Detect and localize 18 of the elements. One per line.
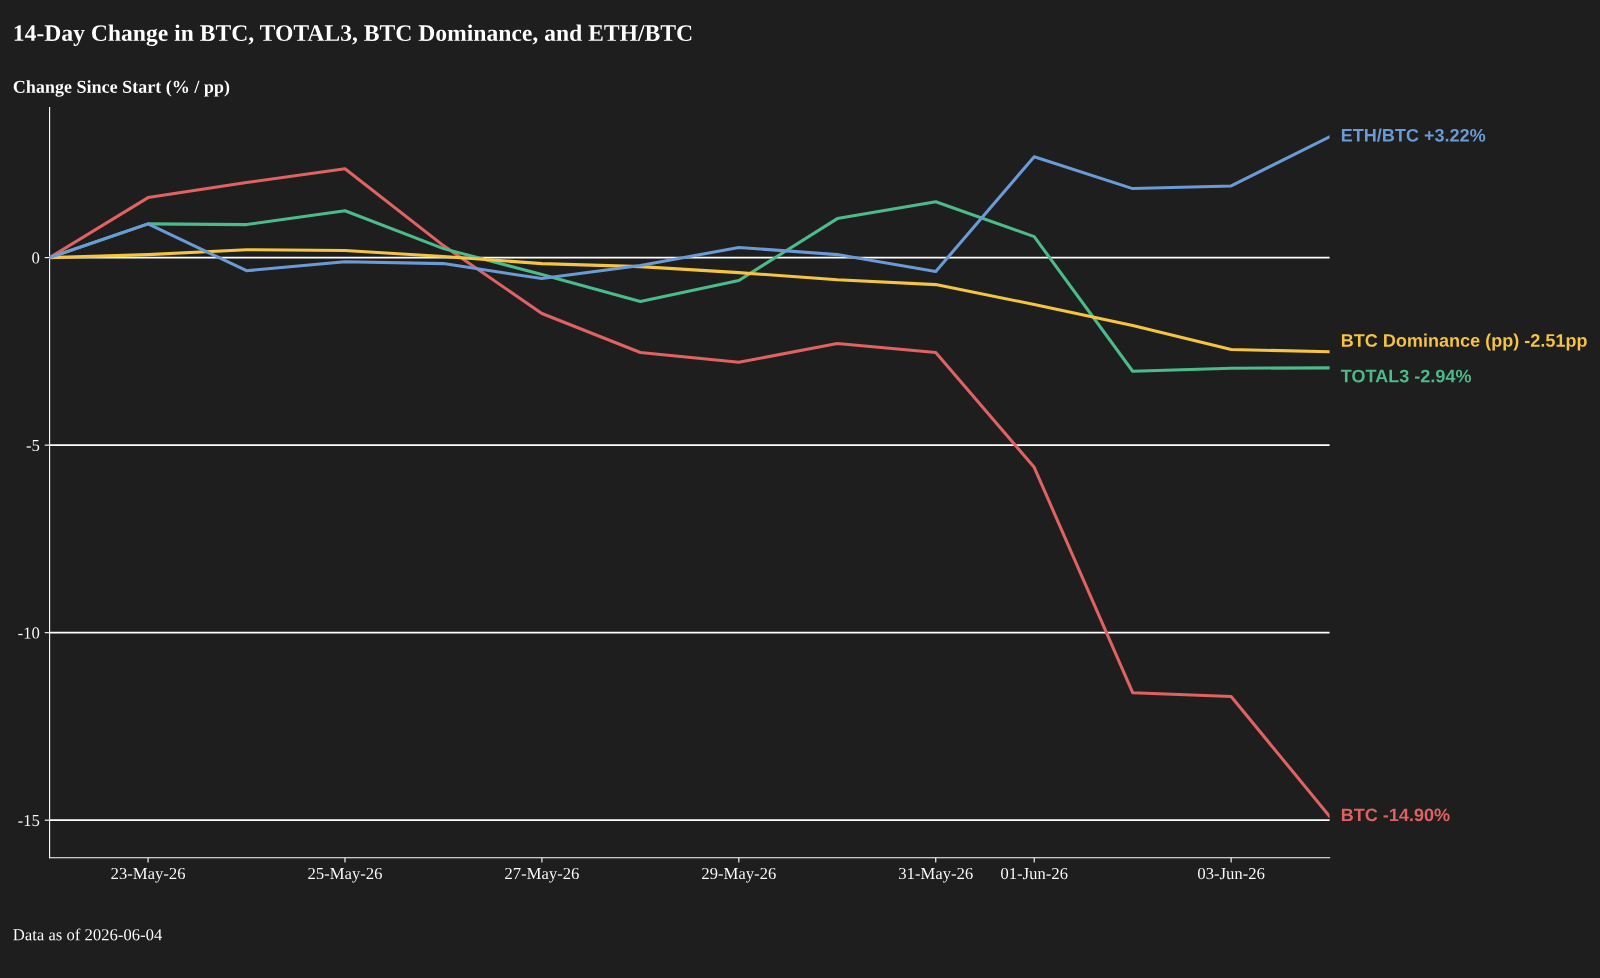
series-label: BTC -14.90% bbox=[1341, 808, 1450, 822]
x-tick-label: 25-May-26 bbox=[308, 867, 382, 883]
series-label: TOTAL3 -2.94% bbox=[1340, 369, 1472, 383]
series-label: ETH/BTC +3.22% bbox=[1341, 128, 1486, 142]
x-tick-label: 29-May-26 bbox=[702, 867, 776, 883]
chart-title: 14-Day Change in BTC, TOTAL3, BTC Dominance, and ETH/BTC bbox=[14, 24, 692, 47]
x-tick-label: 27-May-26 bbox=[505, 867, 579, 883]
y-tick-label: 0 bbox=[32, 252, 40, 264]
y-tick-label: -10 bbox=[18, 627, 40, 639]
x-tick-label: 23-May-26 bbox=[111, 867, 186, 883]
text: Data as of 2026-06-04 bbox=[13, 928, 163, 941]
y-axis-title: Change Since Start (% / pp) bbox=[13, 80, 230, 97]
y-tick-label: -5 bbox=[26, 440, 40, 452]
series-label: BTC Dominance (pp) -2.51pp bbox=[1341, 333, 1587, 351]
y-tick-label: -15 bbox=[18, 814, 40, 827]
x-tick-label: 01-Jun-26 bbox=[1001, 867, 1068, 880]
x-tick-label: 31-May-26 bbox=[899, 867, 973, 883]
x-tick-label: 03-Jun-26 bbox=[1197, 867, 1265, 880]
